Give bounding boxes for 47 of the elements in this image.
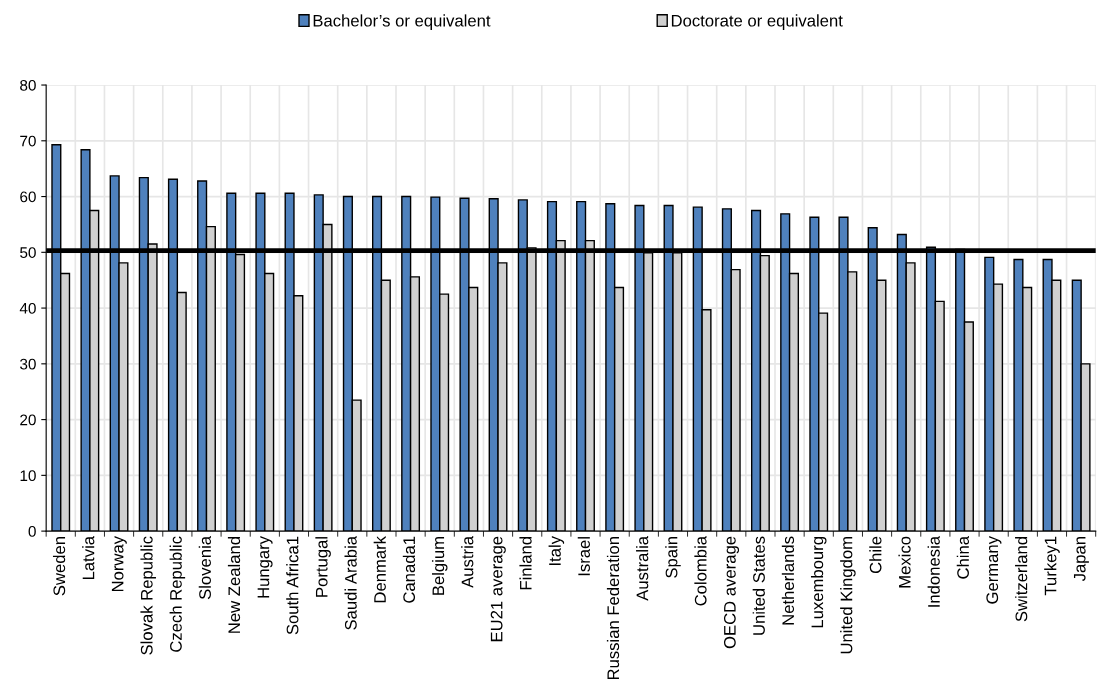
x-tick-label: Mexico (898, 536, 911, 588)
x-tick-label: Netherlands (781, 536, 795, 625)
x-tick-label: Denmark (373, 535, 386, 603)
x-tick-label: Hungary (257, 536, 273, 598)
x-tick-label: OECD average (723, 536, 740, 649)
x-tick-label: Turkey1 (1044, 536, 1060, 596)
x-tick-label: Israel (577, 537, 590, 576)
x-tick-label: Finland (519, 537, 532, 590)
x-tick-label: South Africa1 (286, 536, 299, 635)
x-tick-label: United Kingdom (840, 537, 856, 654)
legend-label: Bachelor’s or equivalent (313, 14, 491, 30)
x-tick-label: New Zealand (227, 537, 241, 633)
x-tick-label: Italy (548, 536, 565, 565)
x-tick-label: Norway (111, 536, 127, 592)
x-tick-label: Canada1 (402, 536, 416, 603)
y-tick-label: 20 (20, 414, 36, 426)
x-tick-label: Japan (1073, 537, 1089, 582)
x-tick-label: Colombia (694, 535, 707, 606)
x-tick-label: United States (752, 536, 765, 635)
y-tick-label: 80 (20, 79, 36, 91)
x-tick-label: Australia (636, 535, 649, 601)
x-tick-label: Sweden (52, 537, 66, 596)
y-tick-label: 40 (19, 302, 36, 314)
x-tick-label: Slovak Republic (140, 536, 156, 655)
x-tick-label: Saudi Arabia (344, 535, 357, 630)
legend-label: Doctorate or equivalent (671, 14, 843, 30)
x-tick-label: Slovenia (198, 535, 211, 600)
x-tick-label: Russian Federation (606, 537, 620, 680)
y-tick-label: 10 (20, 470, 36, 482)
y-tick-label: 60 (20, 191, 36, 203)
x-tick-label: Portugal (315, 537, 331, 597)
y-tick-label: 70 (20, 135, 36, 147)
y-tick-label: 30 (20, 358, 36, 370)
x-tick-label: Switzerland (1015, 537, 1028, 622)
y-tick-label: 0 (28, 525, 36, 537)
x-tick-label: Spain (665, 537, 681, 578)
x-tick-label: EU21 average (490, 536, 506, 642)
y-tick-label: 50 (20, 247, 36, 258)
x-tick-label: Belgium (431, 537, 448, 595)
x-tick-label: Latvia (82, 535, 95, 580)
x-tick-label: Czech Republic (169, 536, 186, 652)
x-tick-label: Luxembourg (810, 537, 827, 628)
x-tick-label: Austria (461, 535, 474, 588)
x-tick-label: Chile (869, 536, 882, 574)
x-tick-label: Indonesia (927, 535, 940, 607)
x-tick-label: China (956, 535, 969, 579)
x-tick-label: Germany (986, 536, 1002, 604)
